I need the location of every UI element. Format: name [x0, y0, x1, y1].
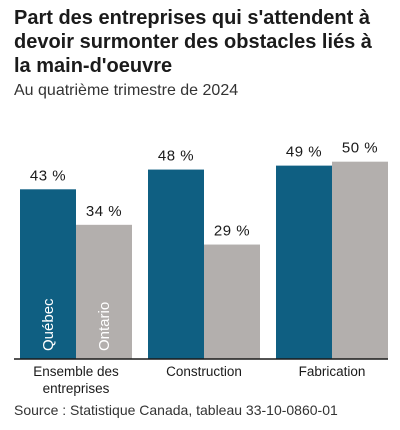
bar-qubec-1 — [148, 169, 204, 359]
source-note: Source : Statistique Canada, tableau 33-… — [14, 402, 338, 418]
category-label: Construction — [166, 364, 242, 379]
bar-ontario-0 — [76, 224, 132, 359]
bar-ontario-2 — [332, 161, 388, 359]
bar-chart: 43 % Québec 34 % Ontario 48 % 29 % 49 % 50 % En… — [14, 140, 388, 396]
chart-title: Part des entreprises qui s'attendent à d… — [14, 7, 372, 77]
category-label: Ensemble des — [33, 364, 119, 379]
data-label: 29 % — [214, 223, 250, 240]
data-label: 50 % — [342, 140, 378, 157]
data-label: 48 % — [158, 148, 194, 165]
bar-ontario-1 — [204, 244, 260, 359]
series-label: Ontario — [96, 302, 113, 351]
series-label: Québec — [40, 298, 57, 351]
category-label: Fabrication — [299, 364, 366, 379]
category-label: entreprises — [43, 381, 110, 396]
bar-qubec-0 — [20, 189, 76, 359]
data-label: 34 % — [86, 203, 122, 220]
chart-subtitle: Au quatrième trimestre de 2024 — [14, 82, 239, 99]
bar-qubec-2 — [276, 165, 332, 359]
data-label: 49 % — [286, 144, 322, 161]
data-label: 43 % — [30, 167, 66, 184]
